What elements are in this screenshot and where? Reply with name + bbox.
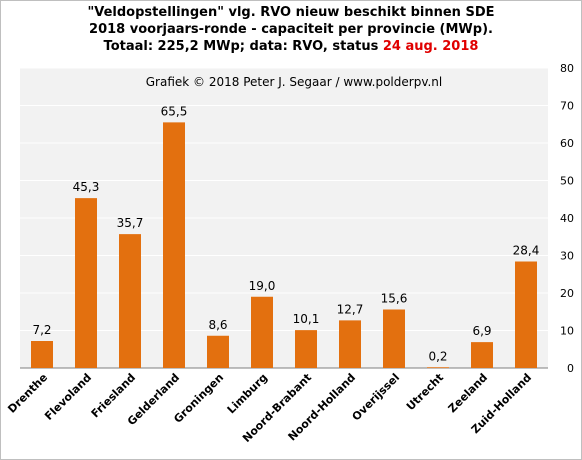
bar [251,296,273,368]
bar [75,198,97,368]
value-label: 10,1 [293,312,320,326]
title-line-2: 2018 voorjaars-ronde - capaciteit per pr… [89,22,493,37]
value-label: 65,5 [161,104,188,118]
y-tick-label: 0 [567,362,574,375]
value-label: 45,3 [73,180,100,194]
title-line-3: Totaal: 225,2 MWp; data: RVO, status 24 … [0,38,582,55]
value-label: 6,9 [472,324,491,338]
x-tick-label: Flevoland [42,371,94,423]
chart-title: "Veldopstellingen" vlg. RVO nieuw beschi… [0,4,582,55]
y-axis-ticks: 0 10 20 30 40 50 60 70 80 [560,62,574,375]
value-label: 35,7 [117,216,144,230]
bar [515,261,537,368]
title-line-3-text: Totaal: 225,2 MWp; data: RVO, status [103,39,383,54]
y-tick-label: 20 [560,287,574,300]
bar [383,309,405,368]
y-tick-label: 70 [560,100,574,113]
credit-text: Grafiek © 2018 Peter J. Segaar / www.pol… [146,75,443,89]
y-tick-label: 10 [560,325,574,338]
x-tick-label: Overijssel [350,371,403,424]
y-tick-label: 50 [560,175,574,188]
bar [31,341,53,368]
value-label: 15,6 [381,292,408,306]
x-tick-label: Zeeland [446,371,490,415]
gridlines [20,67,548,369]
value-label: 0,2 [428,349,447,363]
y-tick-label: 40 [560,212,574,225]
x-tick-label: Utrecht [404,371,446,413]
y-tick-label: 80 [560,62,574,75]
x-tick-label: Limburg [225,371,270,416]
value-label: 19,0 [249,279,276,293]
y-tick-label: 60 [560,137,574,150]
value-label: 28,4 [513,244,540,258]
bar [119,234,141,368]
value-label: 7,2 [32,323,51,337]
status-date: 24 aug. 2018 [382,39,479,54]
y-tick-label: 30 [560,250,574,263]
bars [31,122,537,369]
value-labels: 7,2 45,3 35,7 65,5 8,6 19,0 10,1 12,7 15,6 0,2 6,9… [32,104,539,363]
bar [471,342,493,368]
bar [163,122,185,368]
bar [295,330,317,368]
x-axis-labels: DrentheFlevolandFrieslandGelderlandGroni… [5,371,534,445]
x-tick-label: Drenthe [5,371,50,416]
value-label: 12,7 [337,302,364,316]
bar [427,367,449,369]
bar [339,320,361,368]
value-label: 8,6 [208,318,227,332]
bar [207,335,229,368]
title-line-1: "Veldopstellingen" vlg. RVO nieuw beschi… [87,5,495,20]
